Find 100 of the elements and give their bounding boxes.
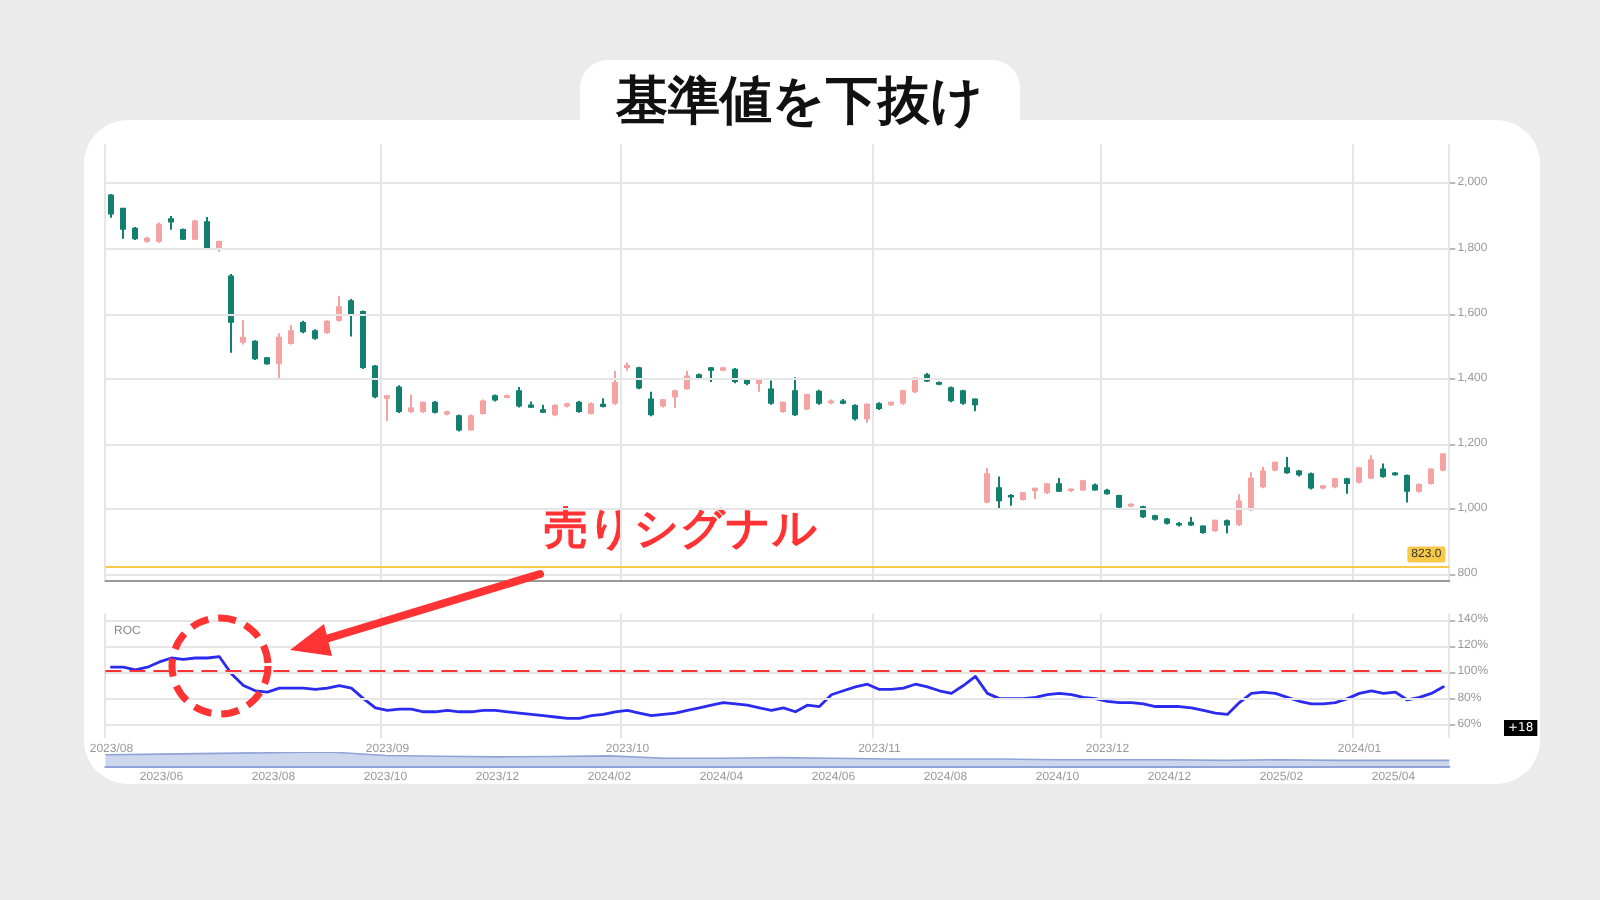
candlestick — [1044, 481, 1050, 496]
candlestick — [324, 319, 330, 335]
candlestick — [612, 369, 618, 406]
candlestick — [1296, 468, 1302, 478]
candlestick — [408, 393, 414, 414]
candlestick — [1248, 471, 1254, 512]
candlestick — [168, 215, 174, 231]
candlestick — [780, 400, 786, 414]
candlestick — [1260, 465, 1266, 490]
candlestick — [288, 324, 294, 346]
candlestick — [264, 355, 270, 366]
candlestick — [1416, 482, 1422, 494]
candlestick — [1344, 476, 1350, 495]
candlestick — [1128, 502, 1134, 509]
candlestick — [1032, 486, 1038, 501]
candlestick — [576, 399, 582, 414]
candlestick — [972, 397, 978, 413]
candlestick — [516, 385, 522, 409]
chart-title: 基準値を下抜け — [614, 72, 984, 132]
candlestick — [156, 221, 162, 244]
candlestick — [912, 376, 918, 395]
candlestick — [1380, 462, 1386, 479]
candlestick — [828, 398, 834, 406]
candlestick — [444, 409, 450, 417]
candlestick — [636, 365, 642, 391]
candlestick — [1440, 452, 1446, 473]
candlestick — [708, 366, 714, 384]
candlestick — [1080, 478, 1086, 493]
candlestick — [840, 397, 846, 406]
candlestick — [492, 393, 498, 403]
candlestick — [864, 402, 870, 424]
candlestick — [360, 309, 366, 371]
candlestick — [372, 364, 378, 400]
candlestick — [504, 393, 510, 400]
candlestick — [1308, 471, 1314, 491]
candlestick — [960, 388, 966, 406]
candlestick — [1428, 467, 1434, 486]
candlestick — [1176, 521, 1182, 528]
candlestick — [876, 401, 882, 412]
candlestick — [564, 401, 570, 409]
candlestick — [1212, 518, 1218, 533]
candlestick — [456, 413, 462, 433]
candlestick — [120, 206, 126, 240]
candlestick — [432, 399, 438, 415]
candlestick — [108, 192, 114, 219]
candlestick — [804, 392, 810, 412]
candlestick — [1164, 517, 1170, 526]
candlestick — [1320, 483, 1326, 491]
candlestick — [1368, 454, 1374, 481]
candlestick — [756, 377, 762, 393]
candlestick — [588, 401, 594, 416]
candlestick — [1272, 460, 1278, 473]
candlestick — [792, 376, 798, 417]
candlestick — [528, 400, 534, 410]
candlestick — [984, 466, 990, 505]
candlestick — [180, 227, 186, 242]
candlestick — [1152, 513, 1158, 522]
candlestick — [1104, 487, 1110, 496]
candlestick — [1188, 516, 1194, 527]
candlestick — [132, 226, 138, 242]
candlestick — [300, 319, 306, 335]
candlestick — [1356, 465, 1362, 485]
candlestick — [468, 413, 474, 432]
candlestick — [1092, 482, 1098, 492]
candlestick — [240, 319, 246, 346]
candlestick — [600, 397, 606, 409]
candlestick — [396, 384, 402, 414]
candlestick — [1404, 473, 1410, 504]
candlestick — [228, 272, 234, 354]
candlestick — [648, 390, 654, 418]
candlestick — [144, 235, 150, 244]
candlestick — [888, 400, 894, 408]
candlestick — [1116, 493, 1122, 510]
candlestick — [540, 403, 546, 414]
candlestick — [624, 361, 630, 372]
candlestick — [672, 388, 678, 410]
candlestick — [744, 378, 750, 387]
candlestick — [312, 328, 318, 341]
candlestick — [1200, 524, 1206, 535]
candlestick — [1332, 477, 1338, 490]
candlestick — [480, 398, 486, 416]
candlestick — [252, 339, 258, 361]
candlestick — [192, 218, 198, 242]
candlestick — [1224, 518, 1230, 535]
candlestick — [276, 332, 282, 380]
candlestick — [660, 397, 666, 409]
candlestick — [420, 400, 426, 414]
candlestick — [1068, 487, 1074, 494]
candlestick — [1008, 493, 1014, 507]
candlestick — [384, 394, 390, 423]
candlestick — [1236, 493, 1242, 527]
candlestick — [948, 385, 954, 404]
candlestick — [1020, 491, 1026, 502]
candlestick — [900, 388, 906, 406]
candlestick — [1284, 455, 1290, 475]
candlestick — [816, 388, 822, 406]
candlestick — [768, 379, 774, 406]
candlestick — [996, 475, 1002, 510]
candlestick — [336, 294, 342, 323]
candlestick — [552, 403, 558, 418]
